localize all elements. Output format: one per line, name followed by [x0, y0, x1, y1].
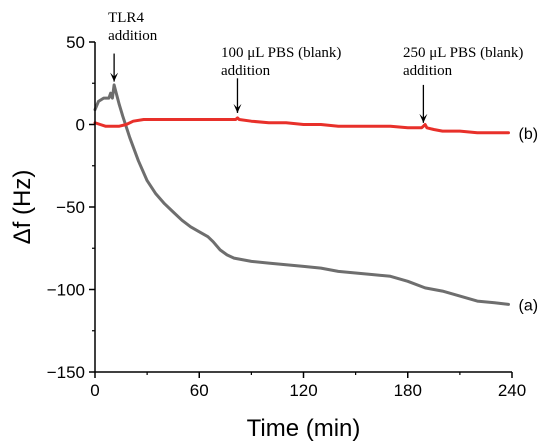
series-line-0 — [93, 83, 510, 306]
annotation-layer: TLR4 addition 100 μL PBS (blank) addition 25… — [108, 10, 523, 123]
annotation-text-1: 100 μL PBS (blank) — [221, 45, 341, 61]
x-tick-label: 180 — [394, 381, 422, 400]
series-label-1: (b) — [519, 126, 539, 143]
y-tick-label: 50 — [66, 33, 85, 52]
y-tick-label: 0 — [76, 116, 85, 135]
annotation-text-0: addition — [108, 28, 158, 44]
x-tick-label: 120 — [289, 381, 317, 400]
series-label-0: (a) — [519, 297, 539, 314]
annotation-text-0: TLR4 — [108, 10, 144, 26]
y-tick-label: −150 — [47, 363, 85, 382]
y-tick-label: −50 — [56, 198, 85, 217]
x-tick-label: 60 — [190, 381, 209, 400]
series-layer: (a) (b) — [93, 83, 539, 314]
annotation-text-2: addition — [403, 63, 453, 79]
x-tick-label: 0 — [90, 381, 99, 400]
annotation-text-1: addition — [221, 63, 271, 79]
axes-layer: 0 60 120 180 240 50 0 −50 −100 −150 — [47, 33, 526, 400]
y-tick-label: −100 — [47, 281, 85, 300]
annotation-text-2: 250 μL PBS (blank) — [403, 45, 523, 61]
x-tick-label: 240 — [498, 381, 526, 400]
series-line-1 — [93, 116, 510, 135]
y-axis-title: Δf (Hz) — [9, 170, 36, 245]
x-axis-title: Time (min) — [247, 415, 361, 442]
